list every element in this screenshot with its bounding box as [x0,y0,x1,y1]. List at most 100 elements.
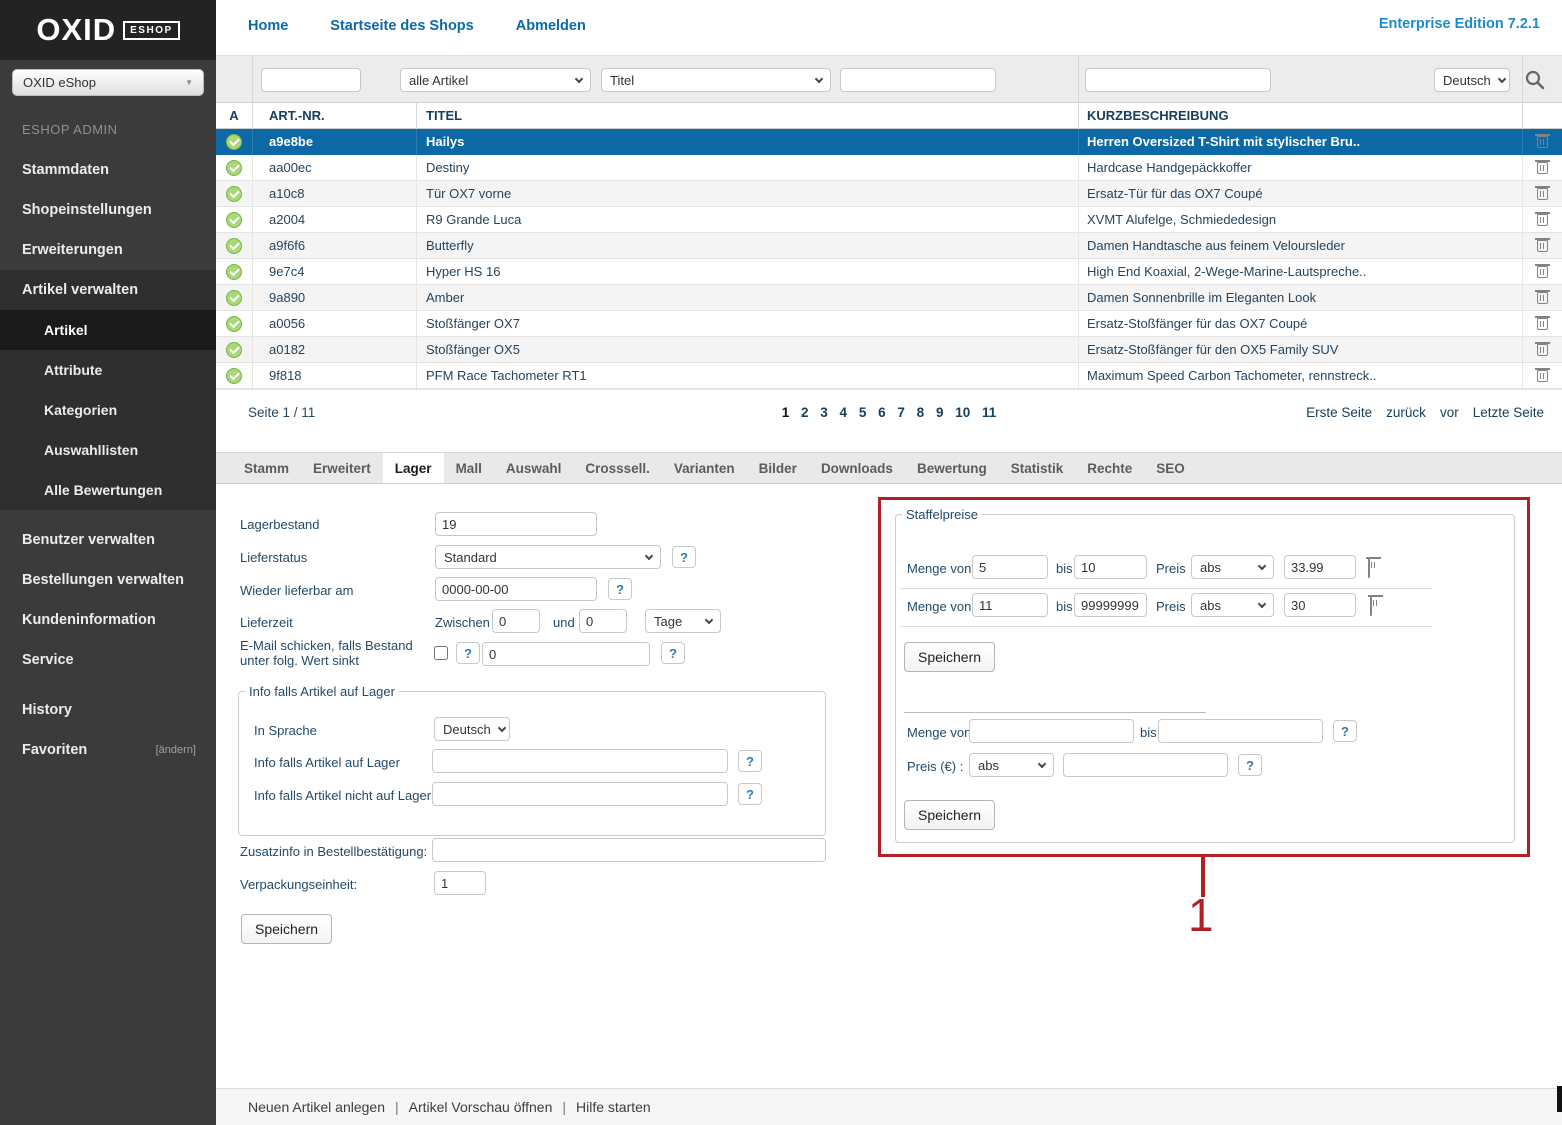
help-button[interactable]: ? [608,578,632,600]
sidebar-item-kategorien[interactable]: Kategorien [44,402,118,418]
stock-input[interactable] [435,512,597,536]
page-number-link[interactable]: 7 [897,405,905,420]
nav-home-link[interactable]: Home [248,18,289,34]
page-number-link[interactable]: 4 [839,405,848,420]
sidebar-item-erweiterungen[interactable]: Erweiterungen [22,242,123,258]
tab-crosssell[interactable]: Crosssell. [585,461,650,476]
info-language-select[interactable]: Deutsch [434,717,510,741]
trash-icon[interactable] [1535,159,1550,174]
trash-icon[interactable] [1535,211,1550,226]
packing-unit-input[interactable] [434,871,486,895]
next-page-link[interactable]: vor [1439,405,1459,420]
favoriten-edit-link[interactable]: [ändern] [155,744,196,756]
page-number-current[interactable]: 1 [781,405,790,420]
new-scale-price-save-button[interactable]: Speichern [904,800,996,830]
search-icon[interactable] [1524,69,1546,96]
last-page-link[interactable]: Letzte Seite [1472,405,1544,420]
artnr-filter-input[interactable] [261,68,361,92]
delivery-status-select[interactable]: Standard [435,545,661,569]
table-row[interactable]: a0056 Stoßfänger OX7 Ersatz-Stoßfänger f… [216,311,1562,337]
page-number-link[interactable]: 6 [878,405,886,420]
column-header-titel[interactable]: TITEL [416,103,1078,128]
trash-icon[interactable] [1535,289,1550,304]
trash-icon[interactable] [1535,133,1550,148]
language-filter-select[interactable]: Deutsch [1434,68,1510,92]
sidebar-item-bestellungen-verwalten[interactable]: Bestellungen verwalten [22,572,184,588]
restock-date-input[interactable] [435,577,597,601]
table-row[interactable]: 9f818 PFM Race Tachometer RT1 Maximum Sp… [216,363,1562,389]
shortdesc-filter-input[interactable] [1085,68,1271,92]
new-scale-price-mode-select[interactable]: abs [969,753,1054,777]
sidebar-item-history[interactable]: History [22,702,72,718]
tab-mall[interactable]: Mall [455,461,482,476]
prev-page-link[interactable]: zurück [1386,405,1426,420]
email-notify-checkbox[interactable] [434,646,448,660]
category-filter-select[interactable]: alle Artikel [400,68,591,92]
nav-shop-start-link[interactable]: Startseite des Shops [330,18,474,34]
scale-qty-from-input[interactable] [972,555,1048,579]
sidebar-item-alle-bewertungen[interactable]: Alle Bewertungen [44,482,163,498]
tab-downloads[interactable]: Downloads [820,461,893,476]
save-button[interactable]: Speichern [241,914,333,944]
trash-icon[interactable] [1535,367,1550,382]
tab-lager[interactable]: Lager [382,453,444,483]
table-row[interactable]: a9f6f6 Butterfly Damen Handtasche aus fe… [216,233,1562,259]
trash-icon[interactable] [1535,315,1550,330]
tab-rechte[interactable]: Rechte [1087,461,1133,476]
page-number-link[interactable]: 2 [800,405,809,420]
trash-icon[interactable] [1535,185,1550,200]
help-button[interactable]: ? [738,750,762,772]
help-button[interactable]: ? [661,642,685,664]
scale-qty-to-input[interactable] [1074,593,1147,617]
page-number-link[interactable]: 5 [858,405,867,420]
table-row[interactable]: 9a890 Amber Damen Sonnenbrille im Elegan… [216,285,1562,311]
new-scale-price-input[interactable] [1063,753,1228,777]
table-row[interactable]: 9e7c4 Hyper HS 16 High End Koaxial, 2-We… [216,259,1562,285]
delivery-time-unit-select[interactable]: Tage [645,609,721,633]
outstock-info-input[interactable] [432,782,728,806]
sidebar-item-artikel[interactable]: Artikel [0,310,216,350]
page-number-link[interactable]: 10 [955,405,971,420]
new-scale-qty-from-input[interactable] [969,719,1134,743]
nav-logout-link[interactable]: Abmelden [515,18,586,34]
help-button[interactable]: ? [738,783,762,805]
trash-icon[interactable] [1370,597,1372,616]
scale-prices-save-button[interactable]: Speichern [904,642,996,672]
table-row[interactable]: aa00ec Destiny Hardcase Handgepäckkoffer [216,155,1562,181]
scale-price-mode-select[interactable]: abs [1191,555,1274,579]
tab-erweitert[interactable]: Erweitert [313,461,371,476]
help-button[interactable]: ? [672,546,696,568]
tab-statistik[interactable]: Statistik [1010,461,1064,476]
sidebar-item-service[interactable]: Service [22,652,74,668]
sidebar-item-kundeninformation[interactable]: Kundeninformation [22,612,156,628]
email-threshold-input[interactable] [482,642,650,666]
sidebar-item-shopeinstellungen[interactable]: Shopeinstellungen [22,202,152,218]
column-header-active[interactable]: A [229,108,239,123]
scale-price-input[interactable] [1284,593,1356,617]
help-button[interactable]: ? [1333,720,1357,742]
table-row[interactable]: a2004 R9 Grande Luca XVMT Alufelge, Schm… [216,207,1562,233]
page-number-link[interactable]: 3 [820,405,828,420]
trash-icon[interactable] [1535,341,1550,356]
new-article-link[interactable]: Neuen Artikel anlegen [248,1099,385,1115]
delivery-time-from-input[interactable] [492,609,540,633]
help-button[interactable]: ? [456,642,480,664]
tab-varianten[interactable]: Varianten [673,461,735,476]
start-help-link[interactable]: Hilfe starten [576,1099,651,1115]
help-button[interactable]: ? [1238,754,1262,776]
first-page-link[interactable]: Erste Seite [1306,405,1373,420]
table-row[interactable]: a0182 Stoßfänger OX5 Ersatz-Stoßfänger f… [216,337,1562,363]
column-header-artnr[interactable]: ART.-NR. [252,103,416,128]
delivery-time-to-input[interactable] [579,609,627,633]
column-header-kurzbeschreibung[interactable]: KURZBESCHREIBUNG [1078,103,1522,128]
trash-icon[interactable] [1535,237,1550,252]
sidebar-item-stammdaten[interactable]: Stammdaten [22,162,110,178]
scrollbar-thumb[interactable] [1557,1086,1562,1112]
article-preview-link[interactable]: Artikel Vorschau öffnen [408,1099,553,1115]
tab-bewertung[interactable]: Bewertung [916,461,987,476]
order-confirmation-info-input[interactable] [432,838,826,862]
page-number-link[interactable]: 8 [916,405,925,420]
table-row[interactable]: a9e8be Hailys Herren Oversized T-Shirt m… [216,129,1562,155]
trash-icon[interactable] [1535,263,1550,278]
field-filter-select[interactable]: Titel [601,68,831,92]
